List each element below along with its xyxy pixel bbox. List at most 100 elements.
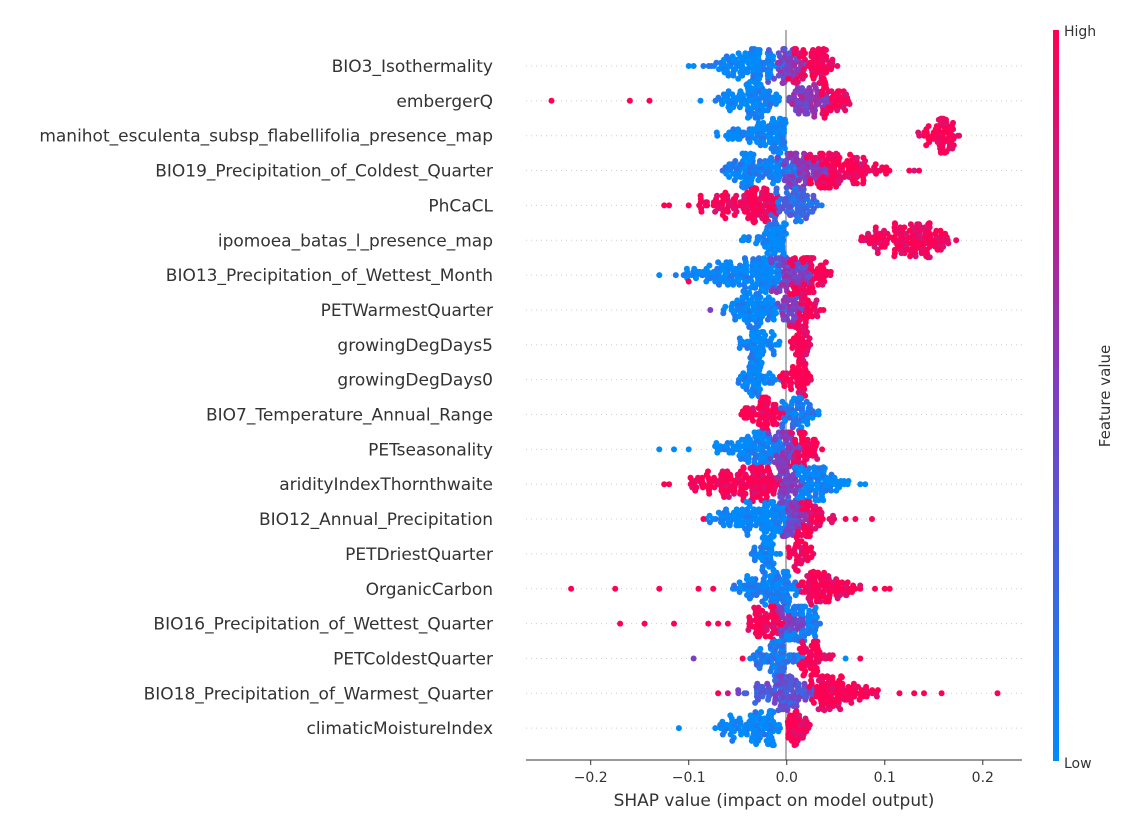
- shap-point: [759, 652, 766, 659]
- shap-point: [746, 324, 753, 330]
- shap-point: [766, 139, 773, 146]
- feature-label: BIO16_Precipitation_of_Wettest_Quarter: [153, 615, 493, 635]
- shap-point: [712, 208, 719, 215]
- feature-label: growingDegDays5: [337, 336, 493, 356]
- shap-point: [656, 585, 663, 592]
- shap-point: [810, 699, 817, 706]
- shap-point: [780, 80, 787, 86]
- shap-point: [741, 192, 748, 199]
- shap-point: [775, 707, 782, 714]
- shap-point: [753, 411, 760, 418]
- shap-point: [808, 180, 814, 187]
- shap-point: [723, 506, 729, 513]
- shap-point: [755, 421, 762, 428]
- shap-point: [711, 484, 718, 491]
- shap-point: [731, 177, 738, 184]
- shap-point: [714, 192, 720, 199]
- shap-point: [848, 699, 855, 706]
- shap-point: [745, 627, 752, 633]
- feature-label: BIO19_Precipitation_of_Coldest_Quarter: [155, 162, 493, 182]
- shap-point: [751, 506, 757, 513]
- shap-point: [736, 579, 743, 586]
- shap-point: [857, 582, 864, 589]
- shap-point: [748, 737, 755, 744]
- shap-point: [759, 693, 766, 700]
- shap-point: [891, 220, 898, 227]
- shap-point: [743, 499, 750, 505]
- shap-point: [656, 272, 663, 279]
- shap-point: [804, 436, 811, 443]
- shap-point: [819, 150, 826, 157]
- colorbar-title: Feature value: [1096, 345, 1114, 447]
- shap-point: [837, 706, 844, 713]
- shap-point: [786, 652, 793, 659]
- shap-point: [933, 123, 940, 130]
- shap-point: [769, 115, 776, 122]
- shap-point: [767, 256, 774, 263]
- shap-point: [737, 509, 744, 516]
- shap-point: [823, 487, 829, 494]
- shap-point: [785, 405, 791, 412]
- shap-point: [700, 63, 707, 69]
- shap-point: [940, 243, 947, 250]
- shap-point: [753, 240, 760, 247]
- shap-point: [752, 699, 759, 706]
- shap-point: [768, 212, 775, 218]
- shap-point: [762, 633, 769, 640]
- x-tick-label: 0.2: [972, 770, 994, 786]
- shap-point: [788, 386, 795, 393]
- shap-point: [730, 281, 737, 288]
- shap-point: [815, 569, 822, 576]
- shap-point: [705, 468, 711, 475]
- x-tick-label: 0.0: [776, 770, 798, 786]
- shap-point: [834, 63, 841, 69]
- shap-point: [806, 465, 813, 472]
- shap-point: [781, 145, 788, 152]
- shap-point: [793, 367, 800, 374]
- shap-point: [687, 474, 694, 481]
- shap-point: [744, 80, 751, 87]
- shap-point: [735, 50, 742, 57]
- shap-point: [825, 573, 832, 579]
- shap-point: [940, 115, 947, 122]
- shap-point: [835, 180, 842, 187]
- shap-point: [812, 525, 819, 532]
- shap-point: [737, 262, 743, 269]
- shap-point: [759, 313, 766, 320]
- shap-point: [827, 107, 834, 114]
- shap-point: [921, 129, 928, 136]
- shap-point: [813, 693, 820, 700]
- shap-point: [765, 158, 772, 164]
- shap-point: [775, 255, 782, 262]
- shap-point: [775, 72, 782, 79]
- shap-point: [754, 680, 761, 687]
- shap-point: [809, 452, 816, 459]
- shap-point: [705, 620, 712, 627]
- shap-point: [741, 208, 748, 215]
- shap-point: [751, 465, 758, 472]
- shap-point: [845, 478, 852, 484]
- shap-point: [897, 224, 904, 231]
- shap-point: [790, 471, 797, 478]
- shap-point: [739, 338, 746, 345]
- shap-point: [767, 456, 774, 462]
- shap-point: [765, 741, 771, 748]
- shap-point: [812, 275, 819, 282]
- shap-point: [833, 150, 840, 157]
- shap-point: [804, 557, 811, 564]
- shap-point: [799, 325, 806, 332]
- shap-point: [886, 585, 893, 592]
- shap-point: [548, 97, 555, 104]
- shap-point: [740, 383, 747, 390]
- shap-point: [923, 142, 930, 149]
- shap-point: [928, 240, 935, 247]
- shap-point: [762, 289, 769, 296]
- shap-point: [804, 573, 811, 579]
- x-axis-label: SHAP value (impact on model output): [614, 791, 935, 811]
- shap-point: [790, 547, 797, 554]
- shap-point: [785, 636, 792, 643]
- shap-point: [863, 683, 870, 690]
- shap-point: [812, 154, 819, 161]
- shap-point: [713, 59, 720, 66]
